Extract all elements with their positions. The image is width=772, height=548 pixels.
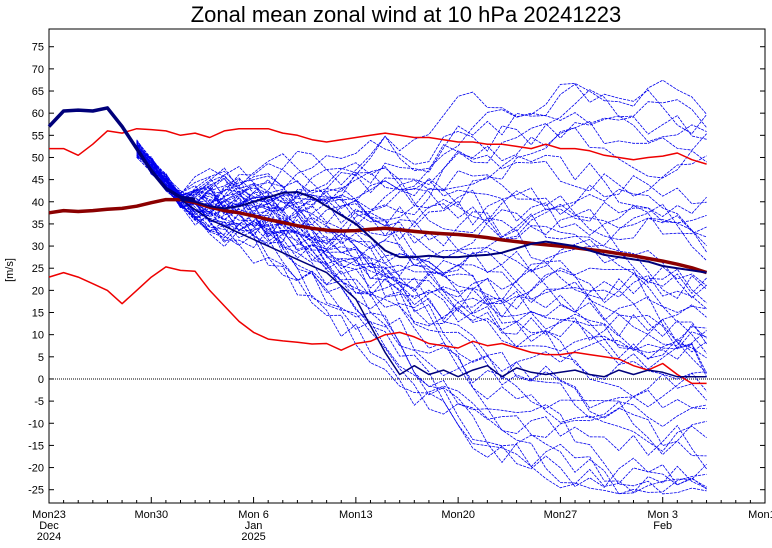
x-tick-label: 2025: [241, 531, 265, 543]
ensemble-member-line: [136, 147, 707, 244]
ensemble-member-line: [136, 146, 707, 493]
series-line-upper-bound: [49, 127, 707, 165]
x-tick-label: Mon20: [441, 509, 475, 521]
x-tick-label: Dec: [39, 520, 59, 532]
y-tick-label: 35: [32, 219, 44, 231]
y-tick-label: 55: [32, 130, 44, 142]
ensemble-member-line: [136, 145, 707, 427]
ensemble-member-line: [136, 146, 707, 247]
y-tick-label: -5: [34, 396, 44, 408]
y-axis: -25 -20 -15 -10 -5 0 5 10 15 20 25 30 35 40 45 50 55 60 65…: [28, 42, 765, 497]
y-tick-label: 20: [32, 285, 44, 297]
y-tick-label: 25: [32, 263, 44, 275]
ensemble-member-line: [136, 153, 707, 360]
ensemble-member-line: [136, 141, 707, 380]
ensemble-member-line: [136, 115, 707, 201]
y-tick-label: -25: [28, 485, 44, 497]
ensemble-members: [136, 79, 707, 495]
ensemble-member-line: [136, 83, 707, 209]
ensemble-member-line: [136, 148, 707, 350]
ensemble-member-line: [136, 145, 707, 360]
ensemble-member-line: [136, 79, 707, 204]
ensemble-member-line: [136, 152, 707, 299]
series-lines: [47, 106, 708, 385]
series-line-member-highlight-B: [180, 198, 707, 378]
x-tick-label: Feb: [653, 520, 672, 532]
ensemble-member-line: [136, 150, 707, 246]
y-tick-label: 15: [32, 308, 44, 320]
x-tick-label: Mon30: [134, 509, 168, 521]
y-axis-label: [m/s]: [4, 258, 16, 282]
series-line-ensemble-mean: [48, 197, 708, 275]
ensemble-member-line: [136, 148, 707, 354]
x-tick-label: Mon10: [748, 509, 772, 521]
ensemble-member-line: [136, 141, 707, 313]
ensemble-member-line: [136, 155, 707, 401]
x-tick-label: Mon 3: [647, 509, 678, 521]
ensemble-member-line: [136, 157, 707, 359]
y-tick-label: 65: [32, 86, 44, 98]
series-line-observed: [47, 106, 196, 202]
ensemble-member-line: [136, 89, 707, 213]
y-tick-label: 0: [38, 374, 44, 386]
y-tick-label: 10: [32, 330, 44, 342]
ensemble-member-line: [136, 151, 707, 224]
x-tick-label: Mon27: [544, 509, 578, 521]
x-tick-label: Mon 6: [238, 509, 269, 521]
ensemble-member-line: [136, 156, 707, 345]
ensemble-member-line: [136, 154, 707, 359]
ensemble-member-line: [136, 147, 707, 419]
ensemble-member-line: [136, 142, 707, 409]
ensemble-member-line: [136, 144, 707, 234]
chart-title: Zonal mean zonal wind at 10 hPa 20241223: [191, 2, 622, 27]
ensemble-member-line: [136, 157, 707, 299]
x-tick-label: Jan: [245, 520, 263, 532]
y-tick-label: 5: [38, 352, 44, 364]
plot-area: [48, 28, 766, 504]
series-line-member-highlight-A: [180, 191, 707, 274]
y-tick-label: -15: [28, 440, 44, 452]
ensemble-member-line: [136, 152, 707, 495]
ensemble-member-line: [136, 154, 707, 456]
y-tick-label: 40: [32, 197, 44, 209]
ensemble-member-line: [136, 155, 707, 287]
y-tick-label: 75: [32, 42, 44, 54]
ensemble-member-line: [136, 148, 707, 380]
x-tick-label: 2024: [37, 531, 61, 543]
ensemble-member-line: [136, 148, 707, 490]
y-tick-label: -10: [28, 418, 44, 430]
ensemble-member-line: [136, 127, 707, 235]
x-tick-label: Mon13: [339, 509, 373, 521]
ensemble-member-line: [136, 109, 707, 208]
y-tick-label: 45: [32, 175, 44, 187]
ensemble-member-line: [136, 139, 707, 409]
ensemble-member-line: [136, 143, 707, 488]
x-tick-label: Mon23: [32, 509, 66, 521]
y-tick-label: 50: [32, 152, 44, 164]
y-tick-label: 30: [32, 241, 44, 253]
y-tick-label: 60: [32, 108, 44, 120]
y-tick-label: 70: [32, 64, 44, 76]
y-tick-label: -20: [28, 463, 44, 475]
